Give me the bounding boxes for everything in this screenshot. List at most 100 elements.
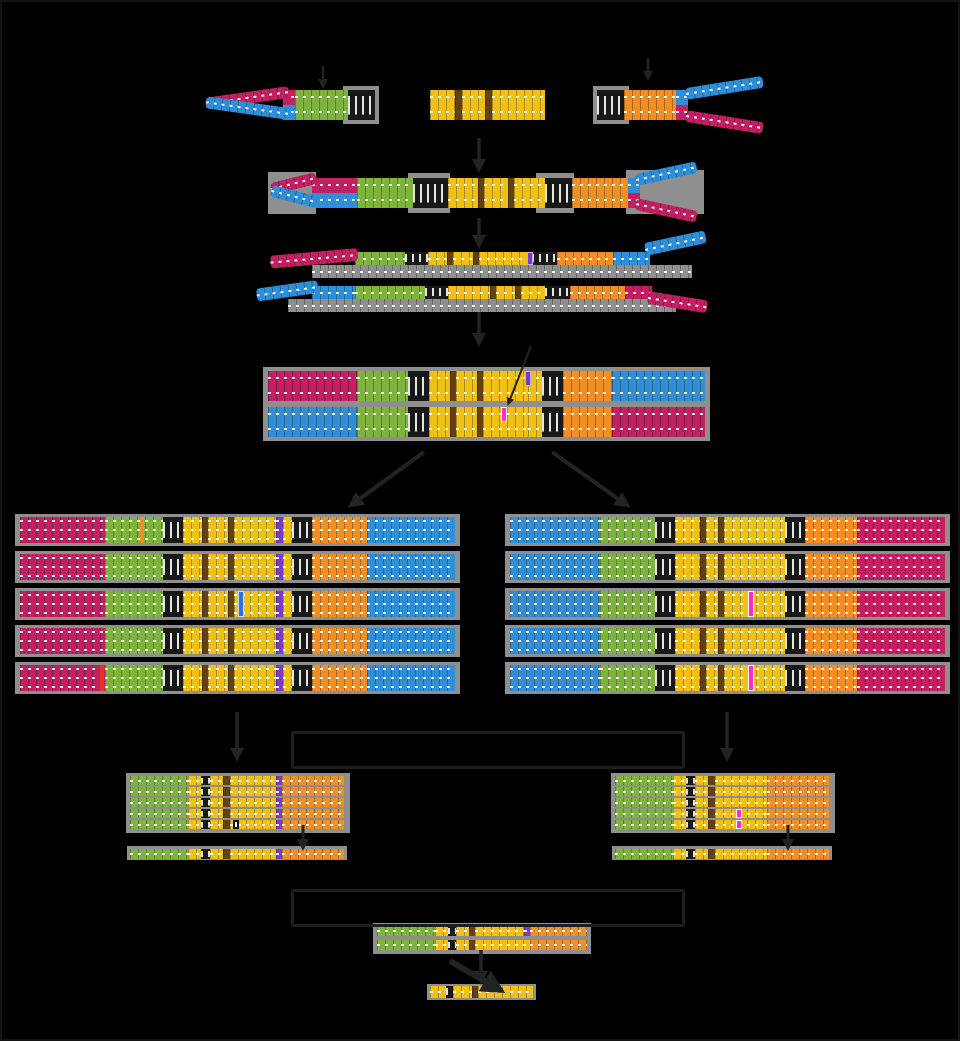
trimmed-left-4 (130, 809, 344, 818)
read-family-left-5-mark-rd (100, 665, 104, 691)
read-family-left-2-seg-12-bl (367, 554, 455, 580)
read-family-left-4-seg-1-gr (105, 628, 163, 654)
trimmed-right-3-seg-2-tag (686, 798, 695, 807)
read-family-left-2-seg-3-yl (183, 554, 202, 580)
strand-b-shadow (288, 299, 676, 312)
arrow-to-left-panel (347, 450, 426, 508)
read-family-left-4-seg-0-mg (20, 628, 105, 654)
strand-b-seg-3-yl (448, 286, 490, 299)
trimmed-right-2-seg-0-gr (615, 787, 673, 796)
trimmed-right-2-seg-6-or (767, 787, 829, 796)
trimmed-right-2-seg-4-bd (708, 787, 715, 796)
read-family-right-5-seg-5-yl (706, 665, 718, 691)
trimmed-left-5-mark-wh (233, 820, 239, 829)
pcr-duplex-2 (268, 407, 705, 437)
ligated-duplex (312, 178, 640, 208)
strand-b-seg-8-tag (545, 286, 570, 299)
read-family-left-2-seg-6-bd (228, 554, 234, 580)
read-family-right-3-seg-2-tag (655, 591, 675, 617)
read-family-left-1 (20, 517, 455, 543)
read-family-left-1-seg-9-yl (283, 517, 292, 543)
strand-a-seg-6-yl (479, 252, 527, 265)
trimmed-left-3-seg-0-gr (130, 798, 188, 807)
strand-a (355, 252, 650, 265)
strand-b-seg-10-mg (625, 286, 652, 299)
strand-a-seg-5-bd (473, 252, 479, 265)
ligated-duplex-seg-0-spmb (312, 178, 357, 208)
trimmed-left-4-seg-2-tag (201, 809, 210, 818)
duplex-consensus-seg-2-yl (453, 986, 472, 998)
read-family-right-4-seg-7-yl (724, 628, 785, 654)
strand-b-seg-2-tag (425, 286, 448, 299)
trimmed-left-5-seg-0-gr (130, 820, 188, 829)
read-family-left-1-seg-12-bl (367, 517, 455, 543)
read-family-right-2-seg-10-mg (857, 554, 945, 580)
trimmed-right-2-seg-3-yl (695, 787, 708, 796)
adapter-right-stem-seg-0-tag (597, 90, 624, 120)
read-family-left-3-seg-6-bd (228, 591, 234, 617)
read-family-right-3-seg-6-bd (718, 591, 724, 617)
read-family-left-5-seg-2-tag (163, 665, 183, 691)
read-family-right-4-seg-4-bd (700, 628, 706, 654)
trimmed-left-3-seg-4-bd (223, 798, 230, 807)
read-family-right-2-seg-2-tag (655, 554, 675, 580)
trimmed-right-2-seg-5-yl (715, 787, 767, 796)
trimmed-left-2 (130, 787, 344, 796)
trimmed-left-4-seg-6-pm (276, 809, 282, 818)
pointer-final-annotation (448, 958, 506, 994)
trimmed-right-5-seg-4-bd (708, 820, 715, 829)
read-family-right-5-mark-pk (748, 665, 754, 691)
trimmed-left-5-seg-5-yl (230, 820, 276, 829)
trimmed-right-1-seg-5-yl (715, 776, 767, 785)
strand-b-seg-4-bd (490, 286, 496, 299)
pcr-duplex-2-seg-8-yl (528, 407, 542, 437)
read-family-right-4-seg-2-tag (655, 628, 675, 654)
read-family-left-4-seg-10-tag (292, 628, 312, 654)
trimmed-left-5-seg-1-yl (188, 820, 201, 829)
read-family-left-3-seg-2-tag (163, 591, 183, 617)
sscs-pair-top-seg-0-gr (377, 926, 435, 936)
sscs-left (130, 849, 344, 859)
trimmed-right-1-seg-2-tag (686, 776, 695, 785)
trimmed-left-5 (130, 820, 344, 829)
trimmed-left-2-seg-4-bd (223, 787, 230, 796)
read-family-left-3-mark-eb (238, 591, 244, 617)
trimmed-right-2-seg-1-yl (673, 787, 686, 796)
sscs-left-seg-0-gr (130, 849, 188, 859)
read-family-left-3-seg-4-bd (202, 591, 208, 617)
read-family-left-5-seg-4-bd (202, 665, 208, 691)
read-family-right-5-seg-9-or (805, 665, 857, 691)
trimmed-right-1-seg-0-gr (615, 776, 673, 785)
read-family-right-1-seg-2-tag (655, 517, 675, 543)
ligated-duplex-seg-5-yl (484, 178, 508, 208)
trimmed-left-1-seg-4-bd (223, 776, 230, 785)
pcr-duplex-1-seg-10-or (563, 371, 612, 401)
sscs-pair-top-seg-1-yl (435, 926, 448, 936)
duplex-consensus-seg-3-bd (472, 986, 478, 998)
read-family-left-1-seg-4-bd (202, 517, 208, 543)
sscs-pair-bottom-seg-0-gr (377, 940, 435, 950)
read-family-right-1-seg-9-or (805, 517, 857, 543)
read-family-left-5-seg-5-yl (208, 665, 228, 691)
read-family-left-3-seg-5-yl (208, 591, 228, 617)
read-family-left-1-seg-1-gr (105, 517, 163, 543)
trimmed-left-1-seg-1-yl (188, 776, 201, 785)
read-family-left-3-seg-1-gr (105, 591, 163, 617)
pcr-duplex-1-seg-0-mg (268, 371, 357, 401)
read-family-right-3-seg-4-bd (700, 591, 706, 617)
read-family-right-1-seg-7-yl (724, 517, 785, 543)
read-family-left-4-seg-3-yl (183, 628, 202, 654)
strand-b-seg-1-gr (355, 286, 425, 299)
read-family-left-1-seg-2-tag (163, 517, 183, 543)
trimmed-right-5-seg-0-gr (615, 820, 673, 829)
read-family-right-3-seg-8-tag (785, 591, 805, 617)
read-family-left-5-seg-6-bd (228, 665, 234, 691)
dna-fragment-seg-0-yl (430, 90, 455, 120)
trimmed-right-3-seg-4-bd (708, 798, 715, 807)
trimmed-right-3 (615, 798, 829, 807)
ligated-duplex-seg-9-or (572, 178, 628, 208)
trimmed-left-1-seg-2-tag (201, 776, 210, 785)
sscs-left-seg-5-yl (230, 849, 276, 859)
